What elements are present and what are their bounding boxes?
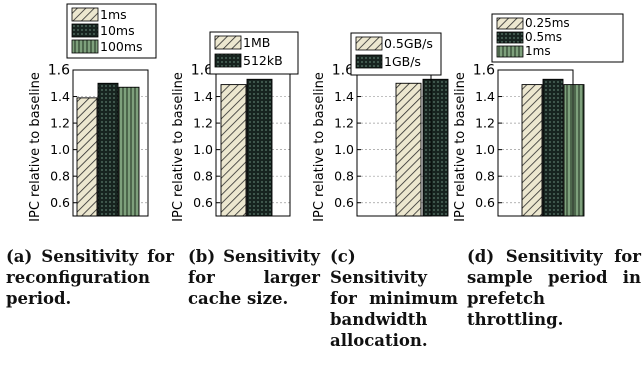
legend-label: 0.5GB/s (384, 36, 433, 51)
y-tick-label: 0.6 (475, 195, 495, 210)
legend-label: 10ms (100, 23, 135, 38)
bar (246, 78, 273, 217)
y-tick-label: 1.6 (332, 63, 354, 79)
legend-label: 0.5ms (525, 30, 562, 44)
plot-frame (497, 69, 574, 217)
bar (118, 86, 140, 217)
y-tick-label: 0.6 (50, 195, 70, 210)
y-tick-label: 1.2 (193, 116, 213, 131)
y-tick-label: 0.8 (50, 169, 70, 184)
chart-panel-d: 0.6 0.8 1.0 1.2 1.4 1.6 IPC relative to baseli… (453, 13, 624, 222)
y-tick-label: 0.8 (193, 169, 213, 184)
bar (542, 78, 564, 217)
y-tick-label: 1.4 (193, 89, 213, 104)
bar (422, 78, 449, 217)
legend-label: 1MB (243, 35, 270, 50)
caption-d: (d) Sensitivity for sample period in pre… (467, 247, 641, 329)
legend-swatch (71, 39, 99, 54)
legend-swatch (496, 31, 524, 44)
legend-swatch (71, 7, 99, 22)
caption-c: (c) Sensitivity for minimum bandwidth al… (330, 247, 458, 350)
y-tick-label: 0.8 (334, 169, 354, 184)
legend-swatch (214, 53, 242, 68)
legend-swatch (496, 17, 524, 30)
y-tick-label: 1.0 (334, 142, 354, 157)
bar (563, 84, 585, 217)
caption-a: (a) Sensitivity for reconfiguration peri… (6, 247, 174, 308)
plot-frame (72, 69, 149, 217)
y-tick-label: 1.0 (475, 142, 495, 157)
legend-label: 1GB/s (384, 54, 421, 69)
y-axis-label: IPC relative to baseline (171, 72, 186, 222)
legend-label: 1ms (525, 44, 551, 58)
y-tick-label: 1.2 (50, 116, 70, 131)
legend-label: 1ms (100, 7, 127, 22)
bar (220, 84, 247, 217)
legend-swatch (355, 54, 383, 69)
bar (395, 82, 422, 217)
y-tick-label: 1.6 (473, 63, 495, 79)
y-tick-label: 1.0 (50, 142, 70, 157)
y-tick-label: 1.0 (193, 142, 213, 157)
legend-swatch (355, 36, 383, 51)
y-tick-label: 1.4 (475, 89, 495, 104)
chart-panel-b: 0.6 0.8 1.0 1.2 1.4 1.6 IPC relative to baseli… (171, 31, 299, 222)
y-axis-label: IPC relative to baseline (28, 72, 43, 222)
y-tick-label: 1.2 (475, 116, 495, 131)
y-tick-label: 0.6 (334, 195, 354, 210)
y-tick-label: 1.4 (334, 89, 354, 104)
bar (76, 97, 98, 217)
y-tick-label: 0.8 (475, 169, 495, 184)
caption-b: (b) Sensitivity for larger cache size. (188, 247, 320, 308)
chart-panel-a: 0.6 0.8 1.0 1.2 1.4 1.6 IPC relative to baseli… (28, 3, 157, 222)
y-tick-label: 1.6 (191, 63, 213, 79)
y-axis-label: IPC relative to baseline (312, 72, 327, 222)
legend-label: 512kB (243, 53, 283, 68)
legend-swatch (71, 23, 99, 38)
legend-label: 0.25ms (525, 16, 570, 30)
chart-panel-c: 0.6 0.8 1.0 1.2 1.4 1.6 IPC relative to baseli… (312, 32, 449, 222)
legend-swatch (496, 45, 524, 58)
y-tick-label: 1.4 (50, 89, 70, 104)
legend-swatch (214, 35, 242, 50)
y-axis-label: IPC relative to baseline (453, 72, 468, 222)
y-tick-label: 0.6 (193, 195, 213, 210)
bar (97, 82, 119, 217)
bar (521, 84, 543, 217)
y-tick-label: 1.2 (334, 116, 354, 131)
y-tick-label: 1.6 (48, 63, 70, 79)
legend-label: 100ms (100, 39, 143, 54)
